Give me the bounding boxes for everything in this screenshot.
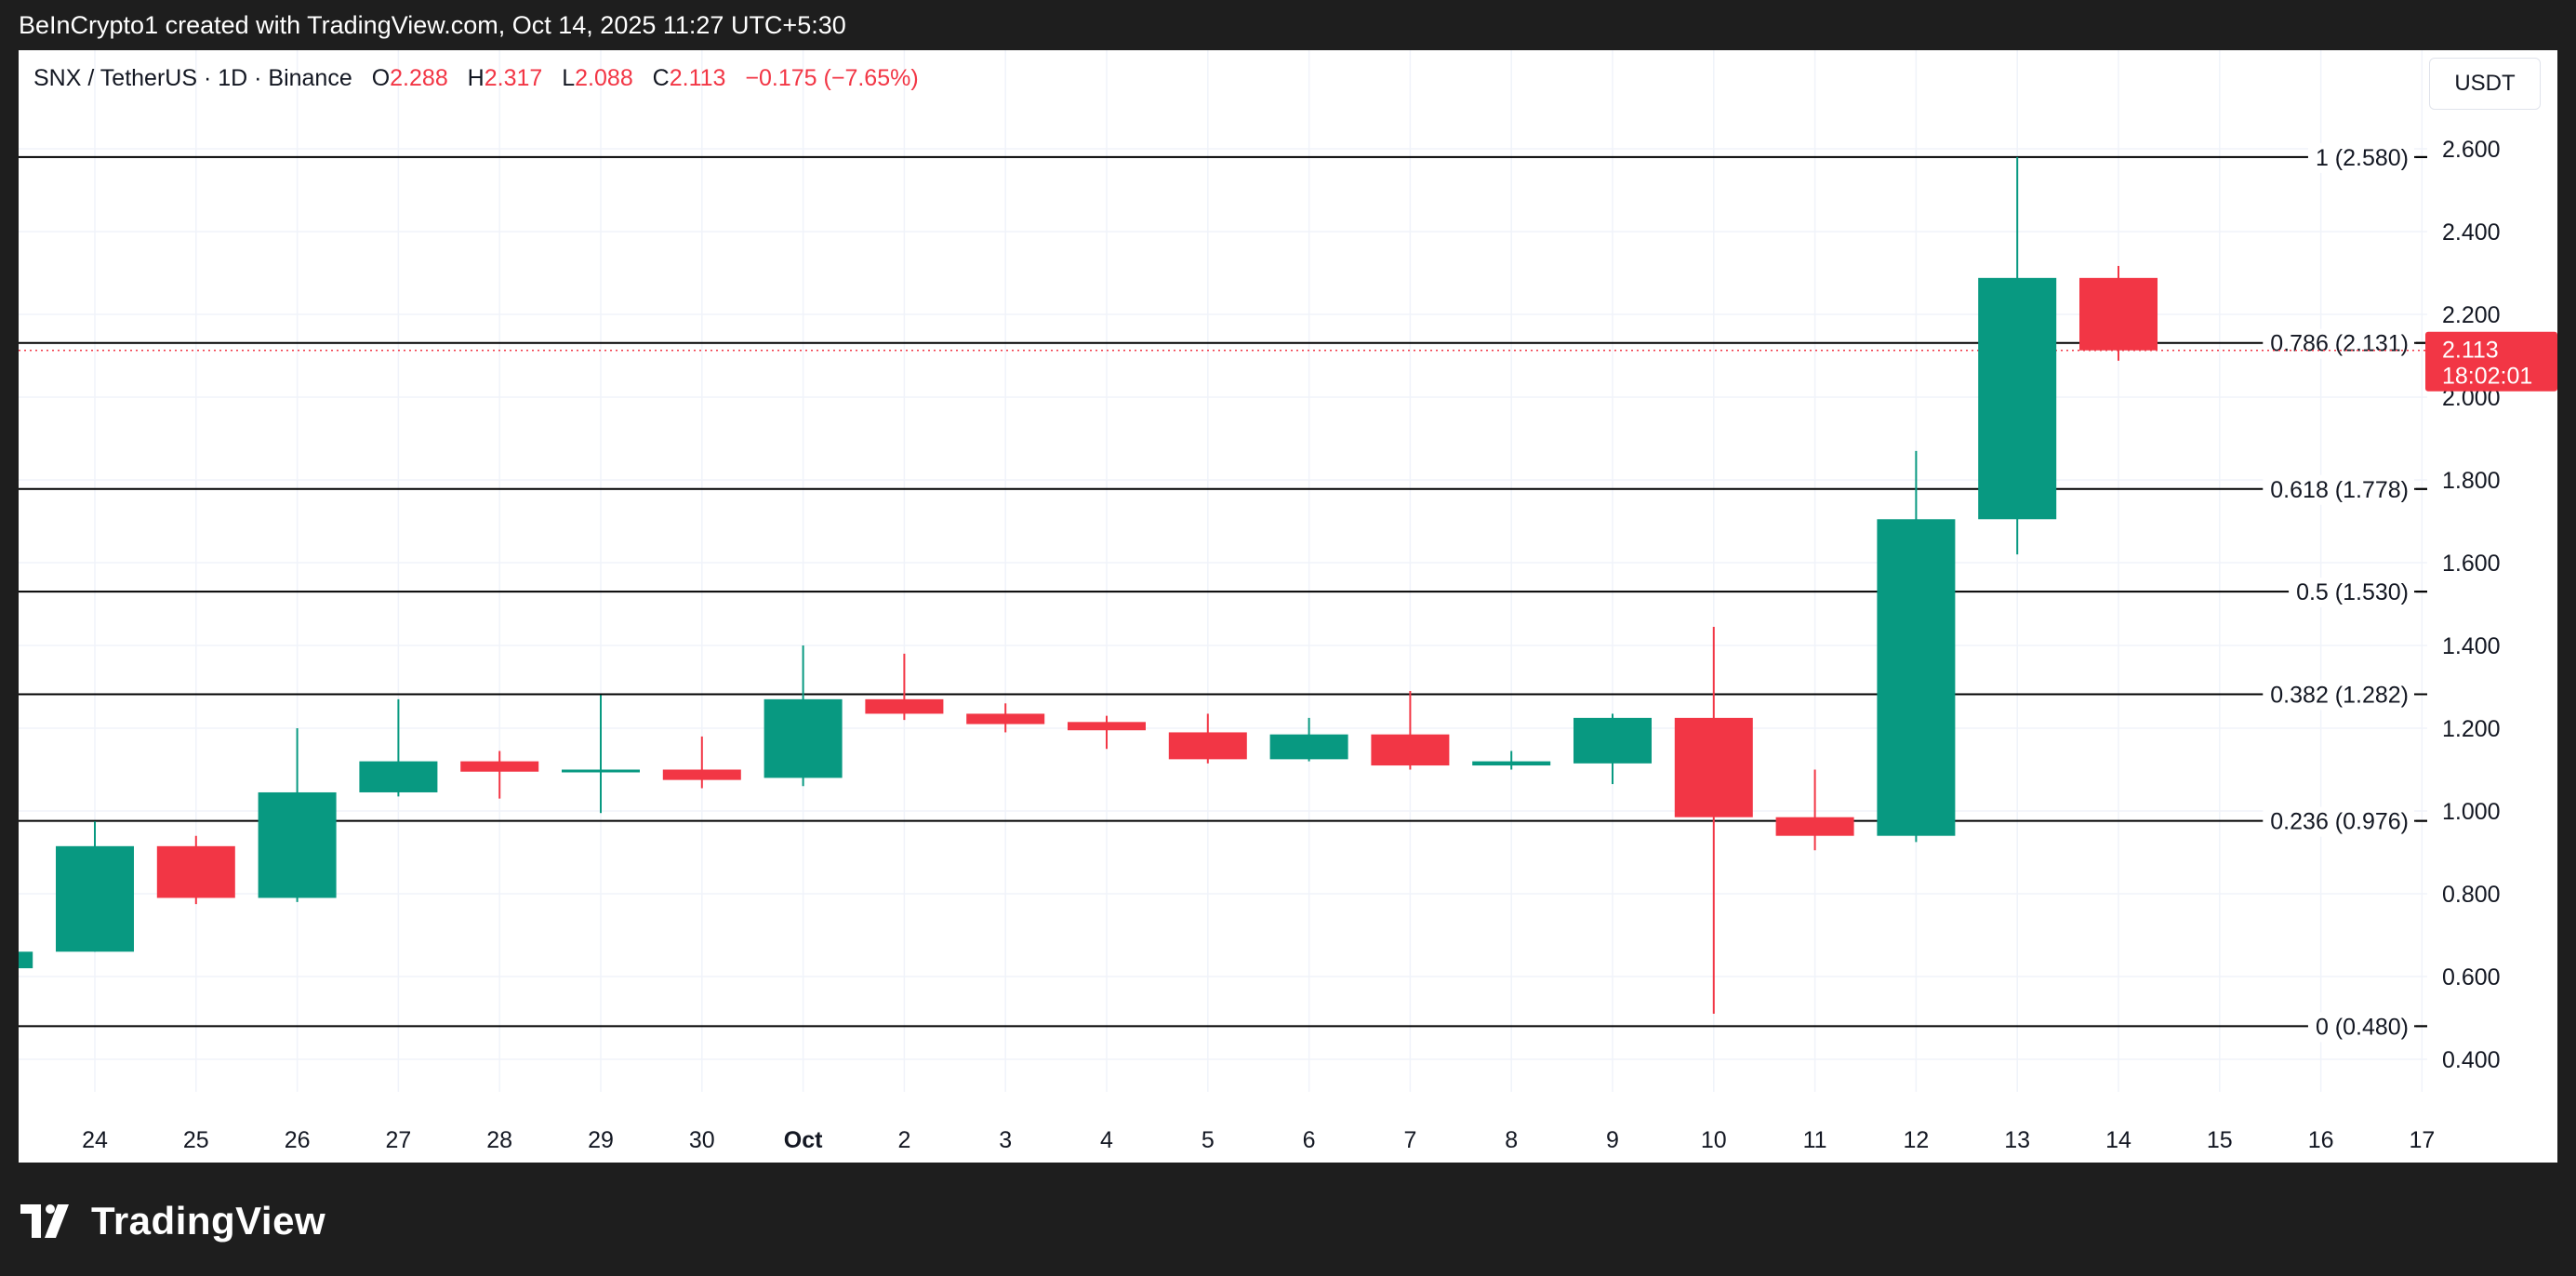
price-tick-label: 1.200 (2442, 716, 2501, 742)
time-tick-label: 10 (1701, 1127, 1727, 1153)
fib-level-label: 1 (2.580) (2316, 145, 2409, 171)
candle-body (966, 713, 1045, 724)
chart-panel[interactable]: 1 (2.580) 0.786 (2.131) 0.618 (1.778) 0.5 (… (19, 50, 2557, 1163)
fib-label-bg (2307, 142, 2414, 173)
time-tick-label: 26 (285, 1127, 311, 1153)
price-tick-label: 0.400 (2442, 1047, 2501, 1073)
fib-label-bg (2263, 806, 2414, 837)
price-tick-label: 1.600 (2442, 551, 2501, 577)
fib-label-bg (2263, 680, 2414, 711)
fib-level-label: 0.382 (1.282) (2270, 683, 2409, 709)
price-axis-bg (2427, 50, 2557, 1163)
close-label: C (652, 65, 670, 91)
symbol-title: SNX / TetherUS · 1D · Binance (33, 65, 352, 91)
last-price-badge (2425, 331, 2557, 392)
time-tick-label: 3 (999, 1127, 1012, 1153)
currency-unit-button[interactable]: USDT (2429, 58, 2541, 110)
time-tick-label: 7 (1403, 1127, 1416, 1153)
price-tick-label: 2.600 (2442, 137, 2501, 163)
candle-body (1978, 277, 2057, 520)
candle-body (662, 769, 741, 780)
time-tick-label: 25 (183, 1127, 209, 1153)
tradingview-logo[interactable]: TradingView (20, 1197, 325, 1245)
attribution-bar: BeInCrypto1 created with TradingView.com… (0, 0, 2576, 50)
time-tick-label: Oct (784, 1127, 823, 1153)
candle-body (258, 791, 337, 898)
candle-body (359, 761, 438, 792)
candle-body (1068, 722, 1146, 731)
candle-body (1371, 734, 1450, 766)
time-tick-label: 29 (588, 1127, 614, 1153)
time-tick-label: 24 (82, 1127, 108, 1153)
brand-name: TradingView (91, 1199, 326, 1243)
time-tick-label: 2 (897, 1127, 910, 1153)
close-value: 2.113 (669, 65, 726, 91)
candle-body (1168, 732, 1247, 760)
time-tick-label: 6 (1303, 1127, 1316, 1153)
time-tick-label: 4 (1100, 1127, 1113, 1153)
tradingview-logo-icon (20, 1204, 78, 1238)
time-tick-label: 16 (2308, 1127, 2334, 1153)
last-price-value: 2.113 (2442, 338, 2499, 364)
time-tick-label: 15 (2207, 1127, 2233, 1153)
candle-body (2079, 277, 2158, 351)
candle-body (56, 845, 134, 952)
candle-body (764, 698, 843, 778)
fib-label-bg (2263, 328, 2414, 359)
time-tick-label: 27 (385, 1127, 411, 1153)
fib-label-bg (2289, 578, 2414, 608)
high-label: H (467, 65, 485, 91)
time-tick-label: 14 (2105, 1127, 2131, 1153)
price-tick-label: 2.400 (2442, 219, 2501, 246)
candle-body (460, 761, 539, 772)
fib-level-label: 0.786 (2.131) (2270, 331, 2409, 357)
price-tick-label: 0.600 (2442, 964, 2501, 990)
time-tick-label: 5 (1202, 1127, 1215, 1153)
fib-level-label: 0 (0.480) (2316, 1014, 2409, 1040)
time-tick-label: 30 (689, 1127, 715, 1153)
candle-body (19, 951, 33, 969)
time-tick-label: 12 (1903, 1127, 1929, 1153)
fib-level-label: 0.236 (0.976) (2270, 809, 2409, 835)
price-tick-label: 0.800 (2442, 882, 2501, 908)
time-tick-label: 11 (1803, 1127, 1827, 1153)
price-tick-label: 1.400 (2442, 633, 2501, 659)
change-value: −0.175 (−7.65%) (745, 65, 919, 91)
time-tick-label: 9 (1606, 1127, 1619, 1153)
attribution-text: BeInCrypto1 created with TradingView.com… (19, 11, 846, 39)
candle-body (156, 845, 235, 898)
price-tick-label: 1.800 (2442, 468, 2501, 494)
time-tick-label: 28 (486, 1127, 512, 1153)
candle-body (1775, 817, 1854, 836)
ohlc-legend: SNX / TetherUS · 1D · Binance O2.288 H2.… (33, 65, 919, 92)
candle-body (1472, 761, 1551, 766)
price-tick-label: 2.200 (2442, 302, 2501, 328)
fib-label-bg (2307, 1012, 2414, 1043)
fib-level-label: 0.618 (1.778) (2270, 477, 2409, 503)
open-label: O (371, 65, 391, 91)
fib-label-bg (2263, 474, 2414, 505)
fib-level-label: 0.5 (1.530) (2296, 579, 2409, 605)
candle-body (562, 769, 640, 773)
candle-body (1674, 717, 1753, 817)
low-label: L (562, 65, 576, 91)
candle-body (865, 698, 944, 714)
candle-body (1269, 734, 1348, 760)
time-tick-label: 17 (2409, 1127, 2435, 1153)
time-tick-label: 8 (1505, 1127, 1518, 1153)
open-value: 2.288 (390, 65, 448, 91)
time-tick-label: 13 (2004, 1127, 2030, 1153)
price-chart[interactable]: 1 (2.580) 0.786 (2.131) 0.618 (1.778) 0.5 (… (19, 50, 2557, 1163)
countdown-value: 18:02:01 (2442, 364, 2532, 390)
candle-body (1573, 717, 1652, 764)
high-value: 2.317 (484, 65, 543, 91)
time-axis-bg (19, 1092, 2427, 1163)
candle-body (1877, 519, 1956, 836)
price-tick-label: 1.000 (2442, 799, 2501, 825)
low-value: 2.088 (575, 65, 633, 91)
